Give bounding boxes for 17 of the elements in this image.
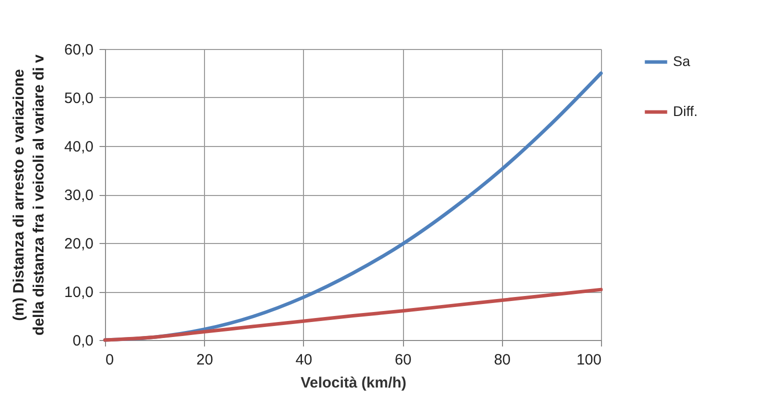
- x-tick-label: 40: [296, 352, 312, 368]
- legend-label: Diff.: [673, 103, 698, 119]
- legend-label: Sa: [673, 53, 690, 69]
- x-tick-label: 60: [394, 352, 412, 368]
- x-axis-title: Velocità (km/h): [300, 374, 406, 392]
- y-axis-title: (m) Distanza di arresto e variazione della distanza fra i veicoli al variare di v: [10, 54, 48, 336]
- y-tick-label: 30,0: [64, 187, 94, 204]
- x-tick-label: 100: [576, 352, 602, 368]
- y-tick-label: 0,0: [72, 332, 94, 350]
- x-tick-label: 80: [494, 352, 511, 368]
- y-tick-label: 40,0: [64, 138, 94, 156]
- y-tick-label: 50,0: [64, 90, 94, 107]
- x-tick-label: 20: [196, 352, 214, 368]
- y-tick-label: 10,0: [64, 284, 94, 301]
- y-tick-label: 60,0: [64, 42, 94, 58]
- y-tick-label: 20,0: [64, 236, 94, 252]
- x-tick-label: 0: [106, 352, 114, 368]
